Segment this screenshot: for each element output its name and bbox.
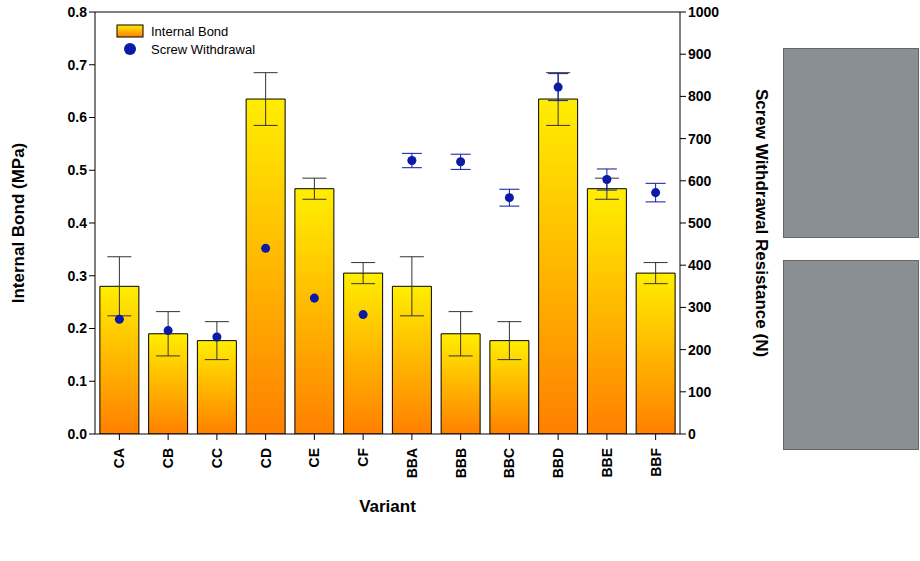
svg-text:800: 800: [688, 88, 712, 104]
svg-text:0.4: 0.4: [68, 215, 88, 231]
svg-text:CA: CA: [111, 448, 127, 468]
svg-text:CD: CD: [258, 448, 274, 468]
svg-text:CC: CC: [209, 448, 225, 468]
svg-text:1000: 1000: [688, 4, 719, 20]
svg-text:600: 600: [688, 173, 712, 189]
html-text:Screw Withdrawal: Screw Withdrawal: [151, 41, 255, 57]
svg-text:0.0: 0.0: [68, 426, 88, 442]
svg-text:BBA: BBA: [404, 448, 420, 478]
svg-text:CE: CE: [306, 448, 322, 467]
svg-text:CB: CB: [160, 448, 176, 468]
svg-text:Variant: Variant: [359, 497, 416, 516]
svg-text:CF: CF: [355, 448, 371, 467]
svg-text:Internal Bond (MPa): Internal Bond (MPa): [9, 143, 28, 304]
svg-text:100: 100: [688, 384, 712, 400]
svg-text:BBB: BBB: [453, 448, 469, 478]
svg-text:0.7: 0.7: [68, 57, 88, 73]
svg-text:0.3: 0.3: [68, 268, 88, 284]
svg-text:BBD: BBD: [550, 448, 566, 478]
svg-text:300: 300: [688, 299, 712, 315]
svg-text:BBE: BBE: [599, 448, 615, 478]
svg-text:400: 400: [688, 257, 712, 273]
svg-text:900: 900: [688, 46, 712, 62]
svg-text:0.2: 0.2: [68, 320, 88, 336]
svg-text:0.8: 0.8: [68, 4, 88, 20]
svg-text:0: 0: [688, 426, 696, 442]
svg-text:200: 200: [688, 342, 712, 358]
html-text:Internal Bond: Internal Bond: [151, 23, 229, 39]
svg-text:Screw Withdrawal Resistance (N: Screw Withdrawal Resistance (N): [752, 89, 771, 357]
svg-text:0.5: 0.5: [68, 162, 88, 178]
svg-text:0.6: 0.6: [68, 109, 88, 125]
svg-text:0.1: 0.1: [68, 373, 88, 389]
svg-text:700: 700: [688, 131, 712, 147]
svg-text:BBC: BBC: [501, 448, 517, 478]
svg-text:BBF: BBF: [648, 448, 664, 477]
svg-text:500: 500: [688, 215, 712, 231]
